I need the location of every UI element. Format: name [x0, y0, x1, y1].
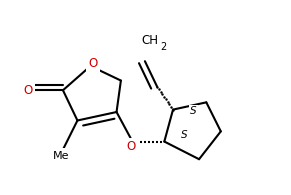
- Text: CH: CH: [141, 34, 158, 47]
- Text: O: O: [88, 57, 97, 70]
- Text: S: S: [181, 130, 188, 140]
- Text: O: O: [24, 84, 33, 97]
- Text: 2: 2: [160, 42, 166, 52]
- Text: Me: Me: [53, 151, 70, 161]
- Text: O: O: [126, 140, 136, 153]
- Text: S: S: [190, 106, 197, 116]
